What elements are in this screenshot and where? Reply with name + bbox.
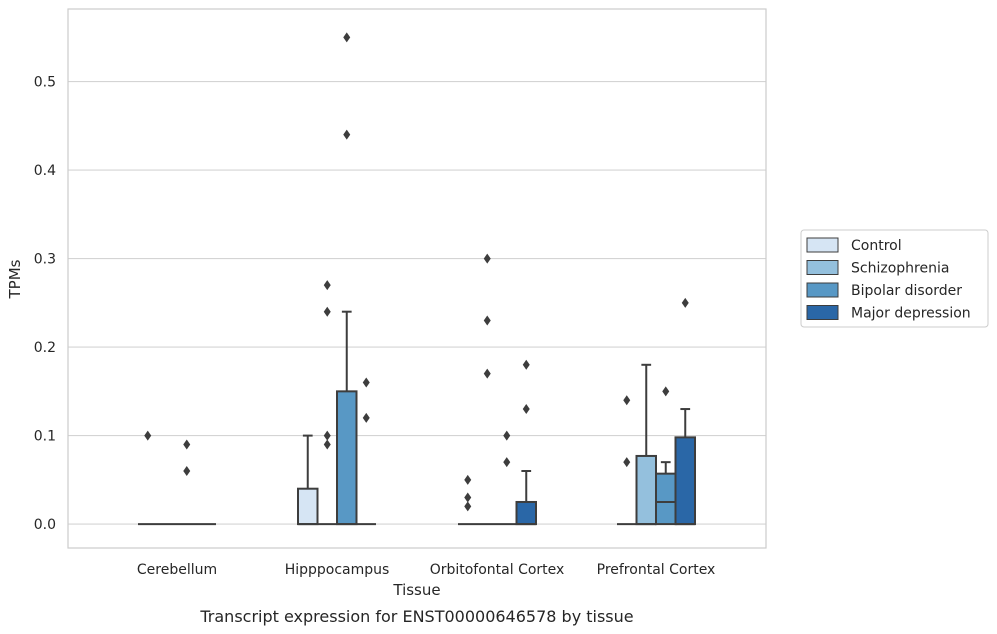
y-axis-label: TPMs bbox=[6, 259, 24, 299]
outlier-point bbox=[464, 492, 472, 503]
y-tick-label: 0.3 bbox=[34, 252, 56, 268]
box-bipolar-disorder bbox=[336, 32, 358, 526]
outlier-point bbox=[503, 430, 511, 441]
legend-label: Control bbox=[851, 238, 902, 254]
box bbox=[655, 472, 677, 526]
legend-swatch bbox=[806, 305, 839, 320]
outlier-point bbox=[343, 32, 351, 43]
y-tick-label: 0.4 bbox=[34, 163, 56, 179]
x-tick-label: Cerebellum bbox=[137, 562, 217, 578]
outlier-point bbox=[483, 253, 491, 264]
outlier-point bbox=[662, 386, 670, 397]
legend-label: Major depression bbox=[851, 306, 971, 322]
box-major-depression bbox=[356, 377, 376, 526]
legend-swatch bbox=[806, 282, 839, 298]
legend-swatch bbox=[806, 260, 839, 275]
outlier-point bbox=[483, 368, 491, 379]
outlier-point bbox=[183, 466, 191, 476]
gridlines bbox=[68, 81, 766, 525]
box-plot-marks bbox=[138, 32, 696, 526]
box-schizophrenia bbox=[635, 363, 657, 526]
box-control bbox=[458, 474, 478, 526]
x-tick-label: Hipppocampus bbox=[285, 562, 390, 578]
outlier-point bbox=[323, 306, 331, 317]
box bbox=[515, 500, 537, 526]
outlier-point bbox=[183, 439, 191, 450]
outlier-point bbox=[623, 457, 631, 468]
outlier-point bbox=[522, 359, 530, 370]
box-major-depression bbox=[515, 359, 537, 526]
x-tick-label: Prefrontal Cortex bbox=[597, 562, 716, 578]
outlier-point bbox=[522, 404, 530, 415]
box bbox=[674, 436, 696, 526]
plot-frame bbox=[67, 8, 767, 549]
legend-frame bbox=[800, 229, 989, 328]
box-control bbox=[138, 430, 158, 526]
legend-swatch bbox=[806, 237, 839, 253]
y-tick-label: 0.0 bbox=[34, 517, 56, 533]
y-tick-label: 0.1 bbox=[34, 429, 56, 445]
outlier-point bbox=[464, 474, 472, 485]
legend: Control Schizophrenia Bipolar disorder Majo… bbox=[800, 229, 989, 328]
box-control bbox=[297, 434, 319, 526]
box bbox=[297, 487, 319, 526]
box-bipolar-disorder bbox=[177, 439, 197, 526]
outlier-point bbox=[323, 439, 331, 450]
box-control bbox=[617, 395, 637, 526]
x-axis-label: Tissue bbox=[392, 581, 440, 599]
outlier-point bbox=[681, 297, 689, 308]
box-bipolar-disorder bbox=[655, 386, 677, 526]
outlier-point bbox=[362, 412, 370, 423]
box bbox=[635, 454, 657, 526]
outlier-point bbox=[144, 430, 152, 441]
y-axis-ticks: 0.0 0.1 0.2 0.3 0.4 0.5 bbox=[34, 75, 56, 534]
outlier-point bbox=[503, 457, 511, 468]
y-tick-label: 0.2 bbox=[34, 340, 56, 356]
legend-label: Bipolar disorder bbox=[851, 283, 962, 299]
x-tick-label: Orbitofontal Cortex bbox=[430, 562, 565, 578]
outlier-point bbox=[623, 395, 631, 406]
box-major-depression bbox=[674, 297, 696, 526]
outlier-point bbox=[362, 377, 370, 388]
outlier-point bbox=[464, 501, 472, 512]
outlier-point bbox=[323, 430, 331, 441]
outlier-point bbox=[323, 280, 331, 291]
y-tick-label: 0.5 bbox=[34, 75, 56, 91]
box-schizophrenia bbox=[477, 253, 497, 526]
outlier-point bbox=[483, 315, 491, 326]
outlier-point bbox=[343, 129, 351, 140]
chart-caption: Transcript expression for ENST0000064657… bbox=[199, 607, 633, 626]
box-schizophrenia bbox=[317, 280, 337, 526]
box-bipolar-disorder bbox=[497, 430, 517, 526]
legend-label: Schizophrenia bbox=[851, 261, 949, 277]
box bbox=[336, 390, 358, 526]
x-axis-ticks: Cerebellum Hipppocampus Orbitofontal Corte… bbox=[137, 562, 715, 578]
